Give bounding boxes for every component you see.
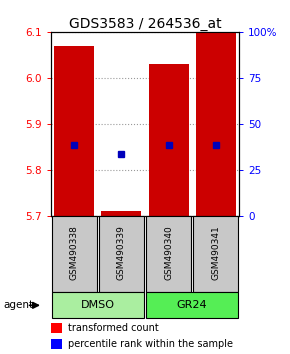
Text: agent: agent (3, 300, 33, 310)
Bar (54, 46, 94, 216)
Text: GSM490338: GSM490338 (70, 225, 79, 280)
Bar (51, 339, 62, 349)
Bar (146, 216, 191, 292)
Text: GSM490341: GSM490341 (211, 225, 220, 280)
Text: percentile rank within the sample: percentile rank within the sample (68, 339, 233, 349)
Bar (52, 292, 144, 319)
Title: GDS3583 / 264536_at: GDS3583 / 264536_at (69, 17, 221, 31)
Text: transformed count: transformed count (68, 323, 158, 333)
Bar (148, 64, 188, 216)
Bar (102, 211, 142, 216)
Text: GSM490340: GSM490340 (164, 225, 173, 280)
Bar (196, 32, 236, 216)
Bar (193, 216, 238, 292)
Bar (52, 216, 97, 292)
Bar (51, 323, 62, 333)
Text: DMSO: DMSO (81, 300, 115, 310)
Text: GR24: GR24 (177, 300, 207, 310)
Text: GSM490339: GSM490339 (117, 225, 126, 280)
Bar (99, 216, 144, 292)
Bar (146, 292, 238, 319)
